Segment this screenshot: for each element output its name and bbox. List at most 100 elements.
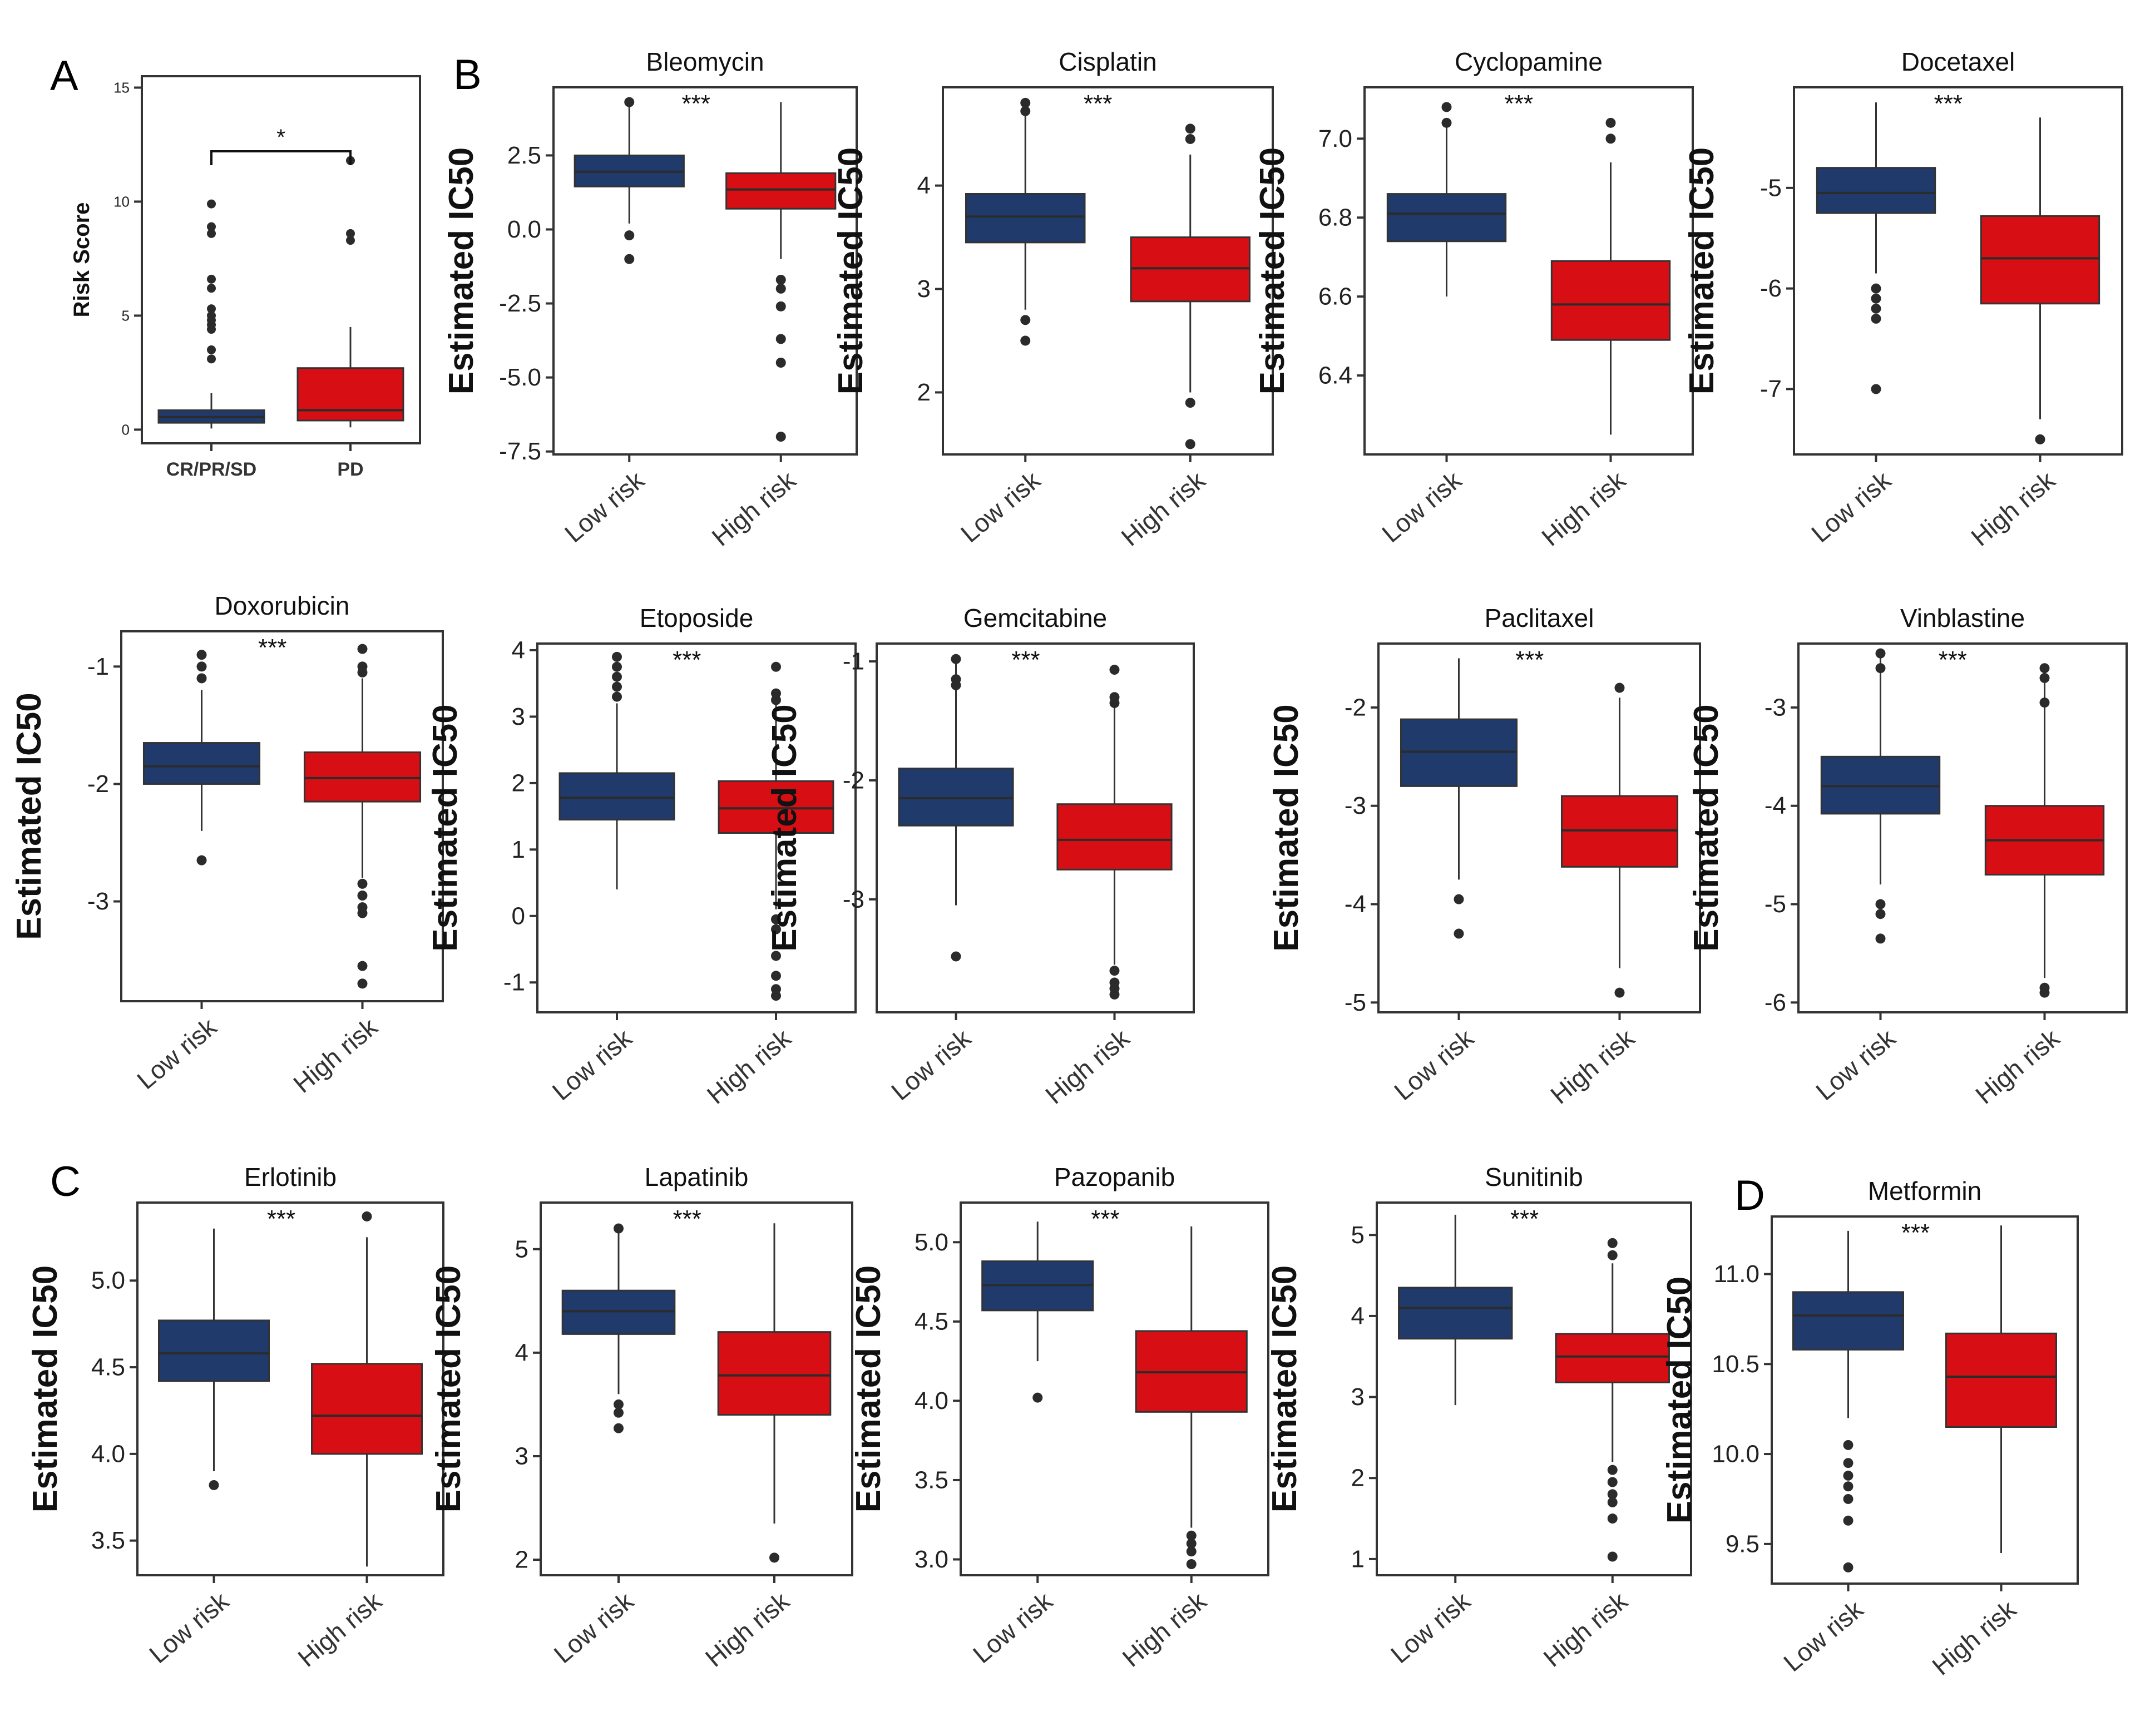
box-iqr <box>1980 215 2100 305</box>
box-high <box>1984 663 2105 998</box>
outlier-point <box>951 951 961 962</box>
box-iqr <box>898 768 1014 827</box>
x-category-label: High risk <box>1970 1023 2065 1109</box>
y-tick-label: -3 <box>1345 792 1366 819</box>
outlier-point <box>1605 133 1616 144</box>
y-tick-label: 9.5 <box>1726 1530 1759 1557</box>
box-high <box>717 1223 832 1563</box>
y-tick-label: -3 <box>87 888 109 915</box>
outlier-point <box>775 432 786 442</box>
outlier-point <box>624 97 635 107</box>
outlier-point <box>2039 672 2050 683</box>
outlier-point <box>2039 987 2050 998</box>
outlier-point <box>207 199 216 209</box>
outlier-point <box>196 855 207 865</box>
outlier-point <box>1843 1440 1854 1450</box>
y-tick-label: -5 <box>1764 891 1786 918</box>
outlier-point <box>357 961 368 971</box>
chart-title: Paclitaxel <box>1485 604 1594 632</box>
outlier-point <box>769 1552 779 1563</box>
outlier-point <box>1020 315 1031 325</box>
outlier-point <box>1186 1530 1197 1541</box>
x-category-label: High risk <box>701 1023 797 1109</box>
outlier-point <box>1607 1250 1618 1260</box>
outlier-point <box>207 345 216 354</box>
y-tick-label: 4 <box>917 172 931 199</box>
outlier-point <box>1843 1481 1854 1492</box>
x-category-label: High risk <box>1040 1023 1135 1109</box>
significance-label: *** <box>1084 90 1112 117</box>
y-tick-label: 3 <box>515 1442 528 1470</box>
x-category-label: PD <box>337 459 363 480</box>
x-category-label: High risk <box>706 465 802 551</box>
chart-lapatinib: 5 4 3 2 Estimated IC50 Lapatinib Low risk High … <box>429 1163 853 1673</box>
y-tick-label: 4.5 <box>91 1354 125 1381</box>
y-tick-label: 5.0 <box>91 1267 125 1294</box>
outlier-point <box>771 661 781 672</box>
y-tick-label: -1 <box>87 653 109 680</box>
outlier-point <box>1607 1465 1618 1475</box>
plot-frame <box>552 86 858 456</box>
box-high <box>296 156 404 428</box>
box-high <box>311 1211 423 1567</box>
outlier-point <box>357 667 368 677</box>
y-tick-label: 1 <box>1351 1545 1365 1572</box>
y-tick-label: 2.5 <box>507 142 541 169</box>
x-category-label: High risk <box>700 1586 795 1672</box>
y-tick-label: 5 <box>122 307 130 324</box>
outlier-point <box>1843 1515 1854 1526</box>
chart-title: Sunitinib <box>1485 1163 1583 1191</box>
box-low <box>1820 648 1941 944</box>
y-tick-label: -1 <box>503 969 525 996</box>
outlier-point <box>357 908 368 918</box>
y-tick-label: 1 <box>512 836 525 863</box>
box-iqr <box>1550 260 1671 341</box>
y-tick-label: -2 <box>1345 694 1366 721</box>
box-low <box>981 1221 1094 1403</box>
box-low <box>157 199 265 429</box>
y-tick-label: -6 <box>1760 275 1782 302</box>
outlier-point <box>771 914 781 924</box>
y-tick-label: -4 <box>1345 891 1366 918</box>
box-iqr <box>965 192 1086 244</box>
box-iqr <box>1555 1333 1670 1383</box>
chart-docetaxel: -5 -6 -7 Estimated IC50 Docetaxel Low risk Hig… <box>1683 47 2123 552</box>
box-low <box>1386 102 1507 297</box>
x-category-label: High risk <box>1117 1586 1212 1672</box>
outlier-point <box>1186 1538 1197 1549</box>
x-category-label: High risk <box>292 1586 387 1672</box>
outlier-point <box>1607 1238 1618 1248</box>
y-tick-label: 15 <box>113 79 130 96</box>
y-tick-label: 4.0 <box>91 1440 125 1467</box>
chart-metformin: 11.0 10.5 10.0 9.5 Estimated IC50 Metformin Lo… <box>1660 1176 2079 1681</box>
y-axis-label: Estimated IC50 <box>10 693 48 940</box>
y-tick-label: 2 <box>1351 1465 1365 1492</box>
y-tick-label: 3.0 <box>915 1546 948 1573</box>
y-axis-label: Risk Score <box>70 202 94 318</box>
y-axis-label: Estimated IC50 <box>765 704 804 952</box>
outlier-point <box>771 688 781 699</box>
outlier-point <box>624 254 635 264</box>
x-category-label: High risk <box>1536 465 1631 551</box>
panel-letter-d: D <box>1734 1172 1765 1219</box>
y-tick-label: -2 <box>87 770 109 798</box>
outlier-point <box>1614 682 1625 693</box>
outlier-point <box>775 283 786 294</box>
box-iqr <box>1398 1287 1513 1340</box>
box-low <box>142 650 261 865</box>
x-category-label: Low risk <box>1806 465 1896 548</box>
box-high <box>1056 665 1173 1000</box>
box-high <box>1980 117 2100 444</box>
x-category-label: Low risk <box>559 465 650 548</box>
x-category-label: High risk <box>1965 465 2060 551</box>
chart-cisplatin: 4 3 2 Estimated IC50 Cisplatin Low risk High r… <box>832 47 1274 552</box>
y-tick-label: 3 <box>917 275 931 303</box>
outlier-point <box>1607 1497 1618 1507</box>
outlier-point <box>771 951 781 961</box>
outlier-point <box>1185 398 1195 408</box>
y-axis-label: Estimated IC50 <box>26 1265 65 1513</box>
box-low <box>1400 658 1518 939</box>
x-category-label: High risk <box>288 1012 383 1098</box>
x-category-label: Low risk <box>955 465 1046 548</box>
